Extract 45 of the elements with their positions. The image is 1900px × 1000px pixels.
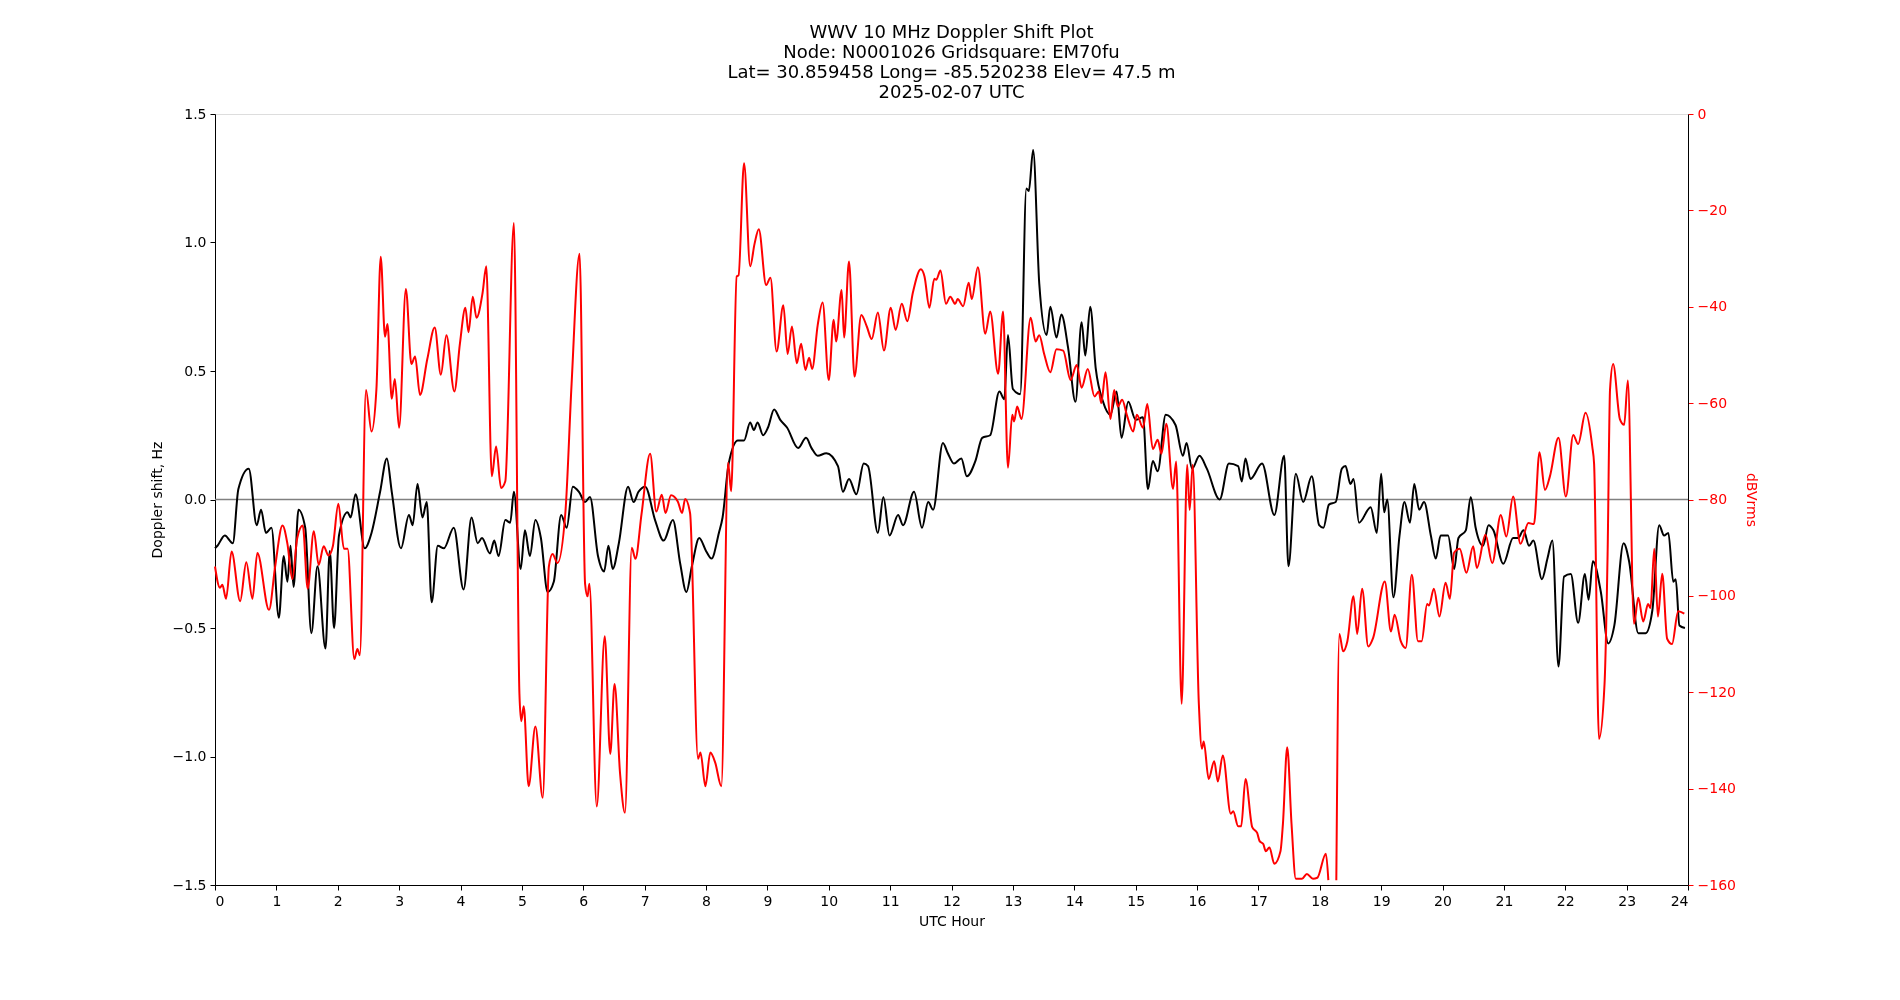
x-tick-label: 16 [1188,892,1207,909]
y-tick-label: 1.5 [184,105,207,122]
y-tick-label: 0.0 [184,491,207,507]
y2-tick-label: −80 [1697,491,1728,507]
x-tick-label: 4 [456,892,466,909]
y2-tick-label: −100 [1697,587,1736,604]
x-tick-label: 8 [702,892,711,909]
y-tick-label: −1.0 [172,748,207,764]
y2-tick-label: −20 [1697,201,1728,218]
x-tick-label: 6 [579,892,589,909]
y-axis-title: Doppler shift, Hz [148,441,165,559]
x-tick-label: 18 [1311,892,1330,909]
y-tick-label: −0.5 [172,619,207,636]
x-tick-label: 0 [215,892,225,909]
x-tick-label: 19 [1372,892,1391,909]
x-tick-label: 2 [333,892,343,909]
y-tick-label: −1.5 [172,876,207,893]
x-tick-label: 3 [395,892,405,909]
y-tick-label: 0.5 [184,362,207,379]
x-tick-label: 17 [1249,892,1268,909]
x-tick-label: 24 [1670,892,1689,909]
y2-tick-label: 0 [1697,105,1707,122]
x-tick-label: 12 [943,892,961,909]
x-tick-label: 7 [640,892,650,909]
y-tick-label: 1.0 [184,234,207,250]
x-tick-label: 10 [820,892,839,909]
y2-tick-label: −160 [1697,876,1736,893]
x-tick-label: 20 [1434,892,1452,909]
x-tick-label: 14 [1065,892,1084,909]
x-tick-label: 9 [763,892,773,909]
y2-tick-label: −120 [1697,683,1736,700]
chart-title: WWV 10 MHz Doppler Shift Plot Node: N0001026 Gridsquare: EM70fu Lat= 30.859458 Long= -85.520238 Elev= 47.5 m 2025-02-07 UTC [727,21,1176,102]
x-tick-label: 11 [881,892,900,909]
y2-tick-label: −60 [1697,394,1728,411]
x-tick-label: 15 [1127,892,1146,909]
x-tick-label: 22 [1556,892,1575,909]
x-tick-label: 1 [272,892,282,909]
x-axis-title: UTC Hour [919,912,986,929]
y2-tick-label: −40 [1697,298,1728,315]
x-tick-label: 5 [517,892,527,909]
y2-axis-title: dBVrms [1743,472,1760,528]
x-tick-label: 23 [1618,892,1637,909]
x-tick-label: 21 [1495,892,1514,909]
y2-tick-label: −140 [1697,780,1736,797]
x-tick-label: 13 [1004,892,1023,909]
